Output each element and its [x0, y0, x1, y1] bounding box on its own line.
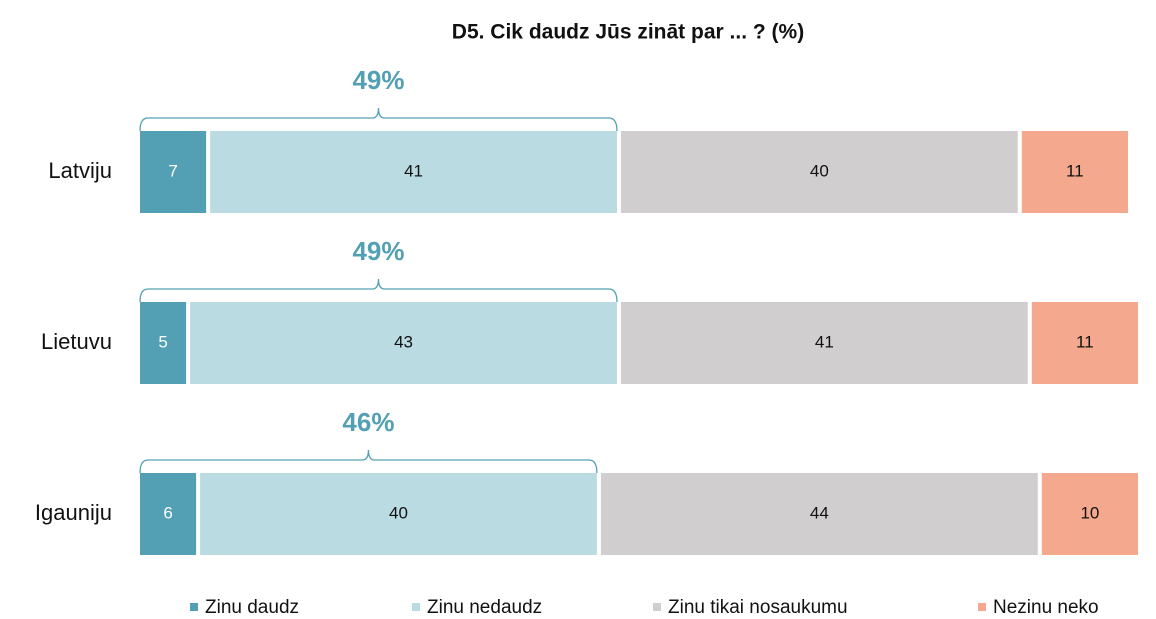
bar-segment	[1041, 473, 1138, 555]
legend-swatch	[412, 603, 420, 611]
bar-segment	[140, 473, 197, 555]
legend-label: Zinu tikai nosaukumu	[668, 597, 848, 618]
y-tick-label: Lietuvu	[41, 329, 112, 354]
data-label: 40	[810, 161, 829, 180]
data-label: 11	[1066, 161, 1084, 180]
data-label: 7	[168, 161, 177, 180]
legend-swatch	[190, 603, 198, 611]
bar-segment	[620, 131, 1018, 213]
legend-label: Nezinu neko	[993, 597, 1099, 618]
bar-segment	[140, 131, 207, 213]
annotation: 46%	[342, 407, 394, 437]
legend-label: Zinu daudz	[205, 597, 299, 618]
data-label: 43	[394, 332, 413, 351]
bar-segment	[620, 302, 1028, 384]
legend-swatch	[653, 603, 661, 611]
legend-label: Zinu nedaudz	[427, 597, 542, 618]
data-label: 5	[158, 332, 167, 351]
legend-swatch	[978, 603, 986, 611]
bar-segment	[1031, 302, 1138, 384]
bar-segment	[210, 131, 617, 213]
bracket	[139, 107, 618, 132]
chart-title: D5. Cik daudz Jūs zināt par ... ? (%)	[452, 21, 804, 44]
data-label: 11	[1076, 332, 1094, 351]
bar-segment	[140, 302, 187, 384]
data-label: 6	[163, 503, 172, 522]
bracket	[139, 449, 598, 474]
annotation: 49%	[352, 65, 404, 95]
annotation: 49%	[352, 236, 404, 266]
data-label: 44	[810, 503, 829, 522]
data-label: 41	[404, 161, 423, 180]
data-label: 10	[1080, 503, 1099, 522]
y-tick-label: Latviju	[48, 158, 112, 183]
y-tick-label: Igauniju	[35, 500, 112, 525]
bracket	[139, 278, 618, 303]
data-label: 40	[389, 503, 408, 522]
bar-segment	[200, 473, 597, 555]
data-label: 41	[815, 332, 834, 351]
bar-segment	[190, 302, 617, 384]
bar-segment	[600, 473, 1038, 555]
bar-segment	[1021, 131, 1128, 213]
